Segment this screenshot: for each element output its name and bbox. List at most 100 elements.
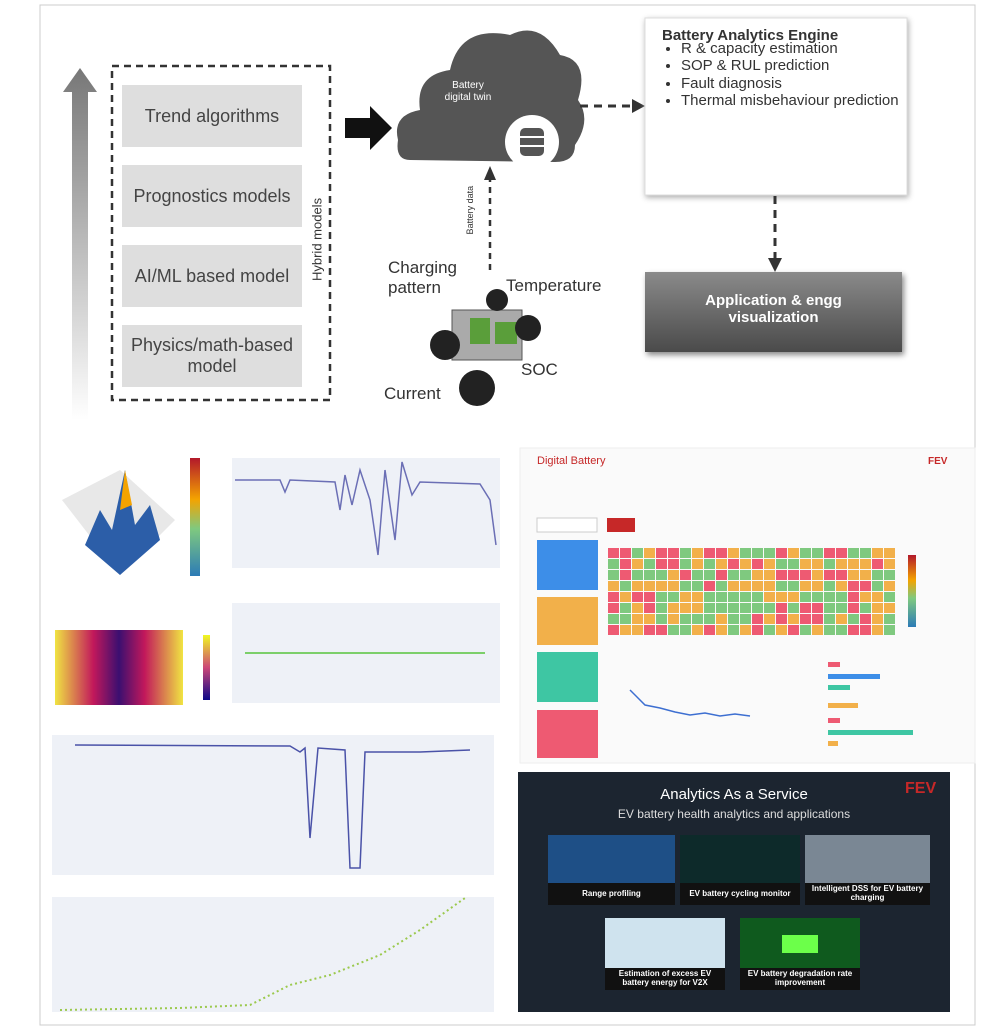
cell <box>836 592 847 602</box>
tile-label: Range profiling <box>548 883 675 905</box>
cell <box>836 614 847 624</box>
cell <box>692 592 703 602</box>
cell <box>692 570 703 580</box>
cell <box>728 548 739 558</box>
model-box: AI/ML based model <box>122 245 302 307</box>
cell <box>656 581 667 591</box>
button <box>607 518 635 532</box>
cell <box>632 603 643 613</box>
cell <box>776 581 787 591</box>
cell <box>632 581 643 591</box>
cell <box>788 592 799 602</box>
cell <box>692 548 703 558</box>
cell <box>884 570 895 580</box>
cell <box>860 614 871 624</box>
cell <box>608 581 619 591</box>
cell <box>644 603 655 613</box>
cell <box>860 603 871 613</box>
cell <box>680 614 691 624</box>
service-logo: FEV <box>905 780 936 798</box>
service-title: Analytics As a Service <box>518 786 950 803</box>
cell <box>776 570 787 580</box>
cell <box>620 625 631 635</box>
cell <box>728 614 739 624</box>
cell <box>836 603 847 613</box>
cell <box>836 581 847 591</box>
cell <box>656 570 667 580</box>
cell <box>704 559 715 569</box>
engine-item: Thermal misbehaviour prediction <box>681 92 931 109</box>
cell <box>800 603 811 613</box>
cell <box>752 614 763 624</box>
cell <box>656 625 667 635</box>
cell <box>740 603 751 613</box>
cell <box>824 592 835 602</box>
cell <box>884 548 895 558</box>
cell <box>704 548 715 558</box>
cell <box>608 603 619 613</box>
cell <box>860 559 871 569</box>
group-label: Hybrid models <box>311 179 326 299</box>
cell <box>728 592 739 602</box>
cell <box>644 581 655 591</box>
cell <box>824 559 835 569</box>
cell <box>680 559 691 569</box>
cell <box>752 592 763 602</box>
cell <box>680 603 691 613</box>
dropdown <box>537 518 597 532</box>
cell <box>764 548 775 558</box>
scatter-plot <box>52 897 494 1012</box>
cell <box>764 603 775 613</box>
cell <box>788 625 799 635</box>
cell <box>848 559 859 569</box>
cell <box>656 548 667 558</box>
engine-list: R & capacity estimation SOP & RUL predic… <box>645 40 931 109</box>
cell <box>656 559 667 569</box>
cell <box>728 625 739 635</box>
engine-item: Fault diagnosis <box>681 75 931 92</box>
cell <box>872 559 883 569</box>
cell <box>608 559 619 569</box>
cell <box>632 570 643 580</box>
cell <box>824 570 835 580</box>
tile-label: EV battery cycling monitor <box>680 883 800 905</box>
dashboard-logo: FEV <box>928 456 947 468</box>
cell <box>620 581 631 591</box>
cell <box>608 592 619 602</box>
dashboard-title: Digital Battery <box>537 455 605 468</box>
card <box>537 652 598 702</box>
cell <box>716 603 727 613</box>
cell <box>800 570 811 580</box>
cell <box>860 548 871 558</box>
cell <box>884 581 895 591</box>
cell <box>764 570 775 580</box>
cell <box>872 592 883 602</box>
cell <box>824 581 835 591</box>
cell <box>740 548 751 558</box>
cell <box>776 548 787 558</box>
cell <box>704 581 715 591</box>
cell <box>776 614 787 624</box>
cell <box>632 559 643 569</box>
card <box>537 710 598 758</box>
service-subtitle: EV battery health analytics and applicat… <box>518 808 950 822</box>
cell <box>860 592 871 602</box>
cell <box>704 614 715 624</box>
cell <box>656 614 667 624</box>
cell <box>752 559 763 569</box>
cell <box>620 603 631 613</box>
cell <box>752 603 763 613</box>
cell <box>764 581 775 591</box>
cell <box>848 614 859 624</box>
cell <box>812 570 823 580</box>
cell <box>692 625 703 635</box>
figure-graphics <box>0 0 987 1033</box>
cell <box>728 603 739 613</box>
cell <box>728 570 739 580</box>
data-label: Battery data <box>465 180 475 240</box>
cell <box>872 581 883 591</box>
input-label: Temperature <box>506 276 601 296</box>
cell <box>716 548 727 558</box>
cell <box>632 592 643 602</box>
cell <box>872 603 883 613</box>
